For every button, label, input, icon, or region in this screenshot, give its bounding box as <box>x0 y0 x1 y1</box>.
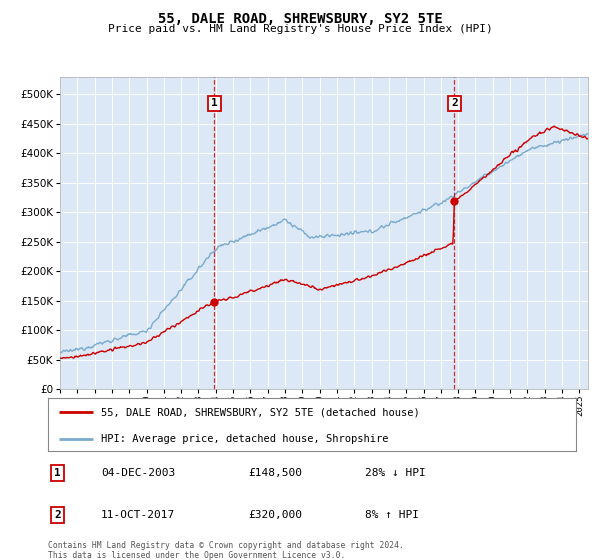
Text: £148,500: £148,500 <box>248 468 302 478</box>
Text: £320,000: £320,000 <box>248 510 302 520</box>
Text: Contains HM Land Registry data © Crown copyright and database right 2024.
This d: Contains HM Land Registry data © Crown c… <box>48 541 404 560</box>
Text: 1: 1 <box>211 99 218 108</box>
Text: 11-OCT-2017: 11-OCT-2017 <box>101 510 175 520</box>
Text: Price paid vs. HM Land Registry's House Price Index (HPI): Price paid vs. HM Land Registry's House … <box>107 24 493 34</box>
Text: 2: 2 <box>54 510 61 520</box>
Text: 04-DEC-2003: 04-DEC-2003 <box>101 468 175 478</box>
Text: HPI: Average price, detached house, Shropshire: HPI: Average price, detached house, Shro… <box>101 434 388 444</box>
Text: 1: 1 <box>54 468 61 478</box>
Text: 55, DALE ROAD, SHREWSBURY, SY2 5TE: 55, DALE ROAD, SHREWSBURY, SY2 5TE <box>158 12 442 26</box>
Text: 2: 2 <box>451 99 458 108</box>
Text: 55, DALE ROAD, SHREWSBURY, SY2 5TE (detached house): 55, DALE ROAD, SHREWSBURY, SY2 5TE (deta… <box>101 408 419 418</box>
Text: 28% ↓ HPI: 28% ↓ HPI <box>365 468 425 478</box>
Text: 8% ↑ HPI: 8% ↑ HPI <box>365 510 419 520</box>
